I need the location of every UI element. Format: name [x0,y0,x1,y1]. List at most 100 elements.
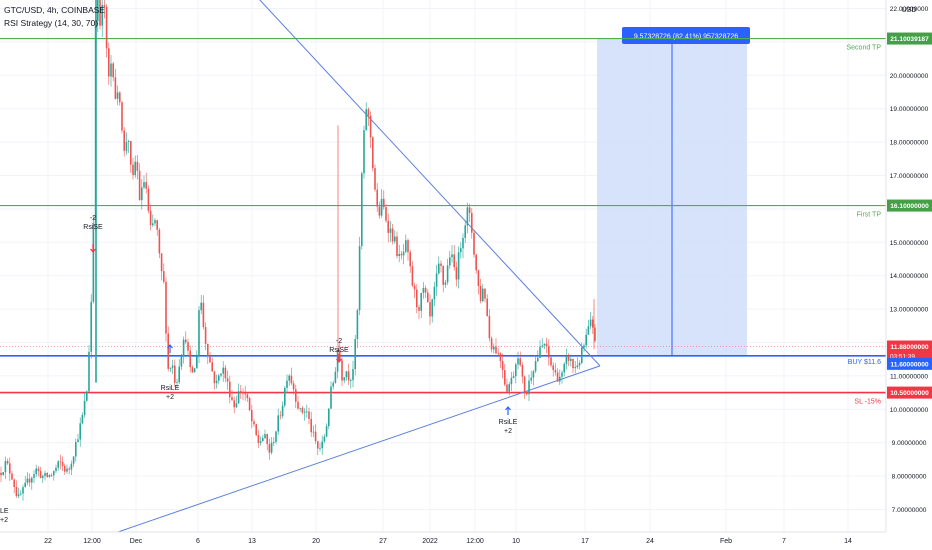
candle-body [431,299,433,317]
candle-body [559,376,561,382]
lower-trendline[interactable] [117,365,601,533]
short-arrow-head [336,358,342,363]
candle-body [121,102,123,131]
measure-label-box [622,27,750,44]
candle-body [490,338,493,350]
time-axis[interactable]: 22 12:00 Dec 6 13 20 27 2022 12:00 10 17 24 Feb 7 14 [0,531,932,550]
candle-body [26,478,29,483]
price-tag-value: 16.10000000 [890,203,929,210]
candle-body [583,345,585,348]
candle-body [455,267,458,280]
candle-body [246,394,249,399]
x-tick-label: 12:00 [83,538,101,545]
candle-body [28,478,31,483]
candle-body [438,263,440,274]
indicator-title[interactable]: RSI Strategy (14, 30, 70) [4,18,99,28]
candle-body [493,346,495,350]
x-tick-label: Dec [130,538,143,545]
candle-body [374,168,376,190]
candle-body [354,339,356,370]
y-tick-label: 17.00000000 [890,173,929,180]
candle-body [15,486,18,497]
candle-body [339,350,341,361]
candle-body [31,477,33,483]
candle-body [268,444,271,453]
candle-body [152,223,154,226]
candle-body [72,456,75,464]
target-zone[interactable]: 9.57328726 (82.41%) 957328726 [597,27,750,356]
y-tick-label: 8.00000000 [892,474,927,481]
candle-body [330,386,332,409]
candle-body [411,266,414,286]
x-tick-label: 14 [844,538,852,545]
candle-body [422,287,425,293]
price-tag-value: 10.50000000 [890,390,929,397]
candle-body [9,463,11,474]
measure-label: 9.57328726 (82.41%) 957328726 [634,34,738,41]
candle-body [292,383,295,390]
trendlines[interactable] [117,0,601,533]
level-label: BUY $11.6 [848,359,881,366]
candle-body [83,400,86,416]
currency-label: USD [902,7,917,14]
candle-body [231,397,233,401]
signal-qty: -2 [90,215,96,222]
candle-body [163,271,165,282]
candle-body [380,198,383,216]
candle-body [240,391,242,393]
candle-body [512,376,515,378]
candle-body [334,371,337,383]
candle-body [116,92,119,99]
candle-body [317,441,319,449]
candle-body [75,442,77,457]
candle-body [101,5,103,26]
candle-body [539,346,541,358]
candle-body [103,5,106,7]
candle-body [391,228,394,242]
candle-body [270,442,273,453]
candle-body [358,246,361,311]
candle-body [61,461,64,466]
signal-marker: RsiLE +2 [161,344,180,401]
candle-body [290,375,293,384]
upper-trendline[interactable] [258,0,601,367]
y-tick-label: 20.00000000 [890,73,929,80]
x-tick-label: 20 [312,538,320,545]
candle-body [215,380,218,384]
candle-body [174,365,176,383]
candle-body [363,130,365,174]
x-tick-label: 27 [379,538,387,545]
candle-body [574,367,576,369]
signal-qty: +2 [504,428,512,435]
y-tick-label: 22.00000000 [890,6,929,13]
candle-body [460,248,462,253]
candle-body [224,367,227,379]
candle-body [182,339,185,356]
candle-body [209,356,211,363]
candle-body [123,130,125,151]
candle-body [112,63,114,78]
candle-body [550,357,552,366]
candle-body [24,482,26,488]
candle-body [451,254,453,258]
candle-body [114,77,117,99]
candle-body [484,288,486,299]
price-axis[interactable]: USD 22.0000000021.0000000020.0000000019.… [885,0,932,550]
candle-body [81,415,84,424]
y-tick-label: 7.00000000 [892,507,927,514]
candle-body [229,381,231,398]
candle-body [90,301,92,352]
y-tick-label: 19.00000000 [890,106,929,113]
candle-body [402,251,405,256]
candle-body [341,360,343,381]
candle-body [48,474,51,477]
candle-body [44,472,46,476]
candle-body [444,282,447,285]
candle-body [576,365,579,368]
candle-body [310,418,312,433]
candle-body [534,361,537,372]
candle-body [105,6,108,49]
candle-body [429,302,431,317]
